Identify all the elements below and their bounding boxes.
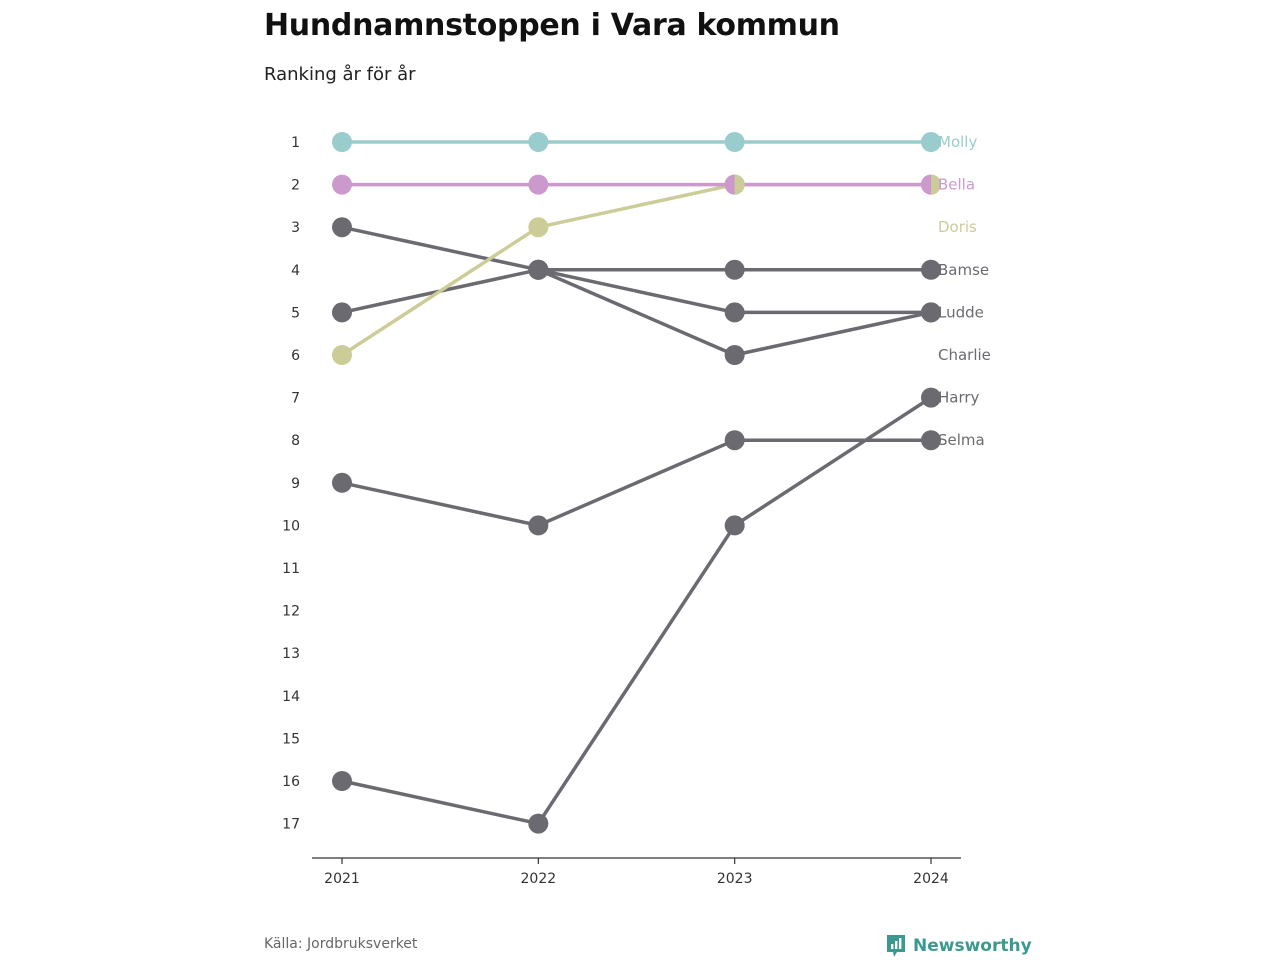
shared-point-right (931, 174, 941, 195)
series-line (340, 395, 933, 826)
series-bella (332, 174, 941, 195)
chart-subtitle: Ranking år för år (264, 64, 416, 85)
x-axis: 2021 2022 2023 2024 (312, 857, 961, 887)
brand-name: Newsworthy (913, 936, 1032, 956)
series-label-charlie: Charlie (938, 346, 991, 364)
y-tick-label: 4 (291, 263, 300, 279)
series-point[interactable] (528, 174, 549, 195)
series-layer (332, 132, 941, 834)
y-tick-label: 10 (282, 518, 300, 534)
series-point[interactable] (528, 217, 549, 238)
y-tick-label: 7 (291, 391, 300, 407)
shared-point-left (724, 174, 735, 195)
series-charlie (528, 259, 941, 365)
brand[interactable]: Newsworthy (885, 933, 1032, 959)
series-label-molly: Molly (938, 133, 977, 151)
series-label-harry: Harry (938, 389, 980, 407)
series-label-bamse: Bamse (938, 261, 989, 279)
shared-point-right (734, 174, 745, 195)
series-point[interactable] (921, 132, 941, 152)
series-label-ludde: Ludde (938, 303, 984, 321)
series-point[interactable] (332, 302, 352, 323)
series-point[interactable] (724, 259, 745, 280)
y-tick-label: 3 (291, 220, 300, 236)
series-point[interactable] (528, 259, 549, 280)
y-tick-label: 5 (291, 305, 300, 321)
y-tick-label: 8 (291, 433, 300, 449)
y-tick-label: 11 (282, 561, 300, 577)
y-tick-label: 6 (291, 348, 300, 364)
source-note: Källa: Jordbruksverket (264, 936, 418, 952)
series-point[interactable] (528, 515, 549, 536)
series-point[interactable] (528, 132, 549, 152)
series-point[interactable] (332, 345, 352, 365)
series-point[interactable] (921, 302, 941, 323)
series-point[interactable] (724, 430, 745, 451)
series-point[interactable] (332, 132, 352, 152)
series-point[interactable] (332, 472, 352, 493)
series-point[interactable] (921, 430, 941, 451)
y-tick-label: 2 (291, 178, 300, 194)
series-point[interactable] (332, 771, 352, 791)
series-point[interactable] (724, 515, 745, 536)
series-point[interactable] (921, 259, 941, 280)
series-point[interactable] (724, 132, 745, 152)
chart-title: Hundnamnstoppen i Vara kommun (264, 8, 840, 43)
newsworthy-logo-icon (887, 935, 905, 957)
y-tick-label: 15 (282, 731, 300, 747)
y-tick-label: 16 (282, 774, 300, 790)
series-point[interactable] (921, 387, 941, 408)
series-selma (332, 430, 941, 536)
series-point[interactable] (332, 217, 352, 238)
series-point[interactable] (528, 813, 549, 834)
shared-rank-markers (724, 174, 941, 195)
y-tick-label: 14 (282, 689, 300, 705)
series-label-bella: Bella (938, 176, 975, 194)
series-point[interactable] (724, 345, 745, 365)
series-label-doris: Doris (938, 218, 977, 236)
x-tick-label: 2022 (521, 871, 557, 887)
y-tick-label: 12 (282, 604, 300, 620)
y-tick-label: 13 (282, 646, 300, 662)
series-point[interactable] (724, 302, 745, 323)
x-tick-label: 2021 (324, 871, 360, 887)
x-tick-label: 2024 (913, 871, 949, 887)
series-molly (332, 132, 941, 152)
series-line (340, 225, 933, 315)
y-tick-label: 17 (282, 817, 300, 833)
y-tick-label: 9 (291, 476, 300, 492)
x-tick-label: 2023 (717, 871, 753, 887)
series-labels: Molly Bella Doris Bamse Ludde Charlie Harry Sel… (938, 133, 991, 449)
series-harry (332, 387, 941, 834)
series-label-selma: Selma (938, 431, 985, 449)
series-line (340, 438, 933, 528)
shared-point-left (921, 174, 931, 195)
series-point[interactable] (332, 174, 352, 195)
y-tick-label: 1 (291, 135, 300, 151)
